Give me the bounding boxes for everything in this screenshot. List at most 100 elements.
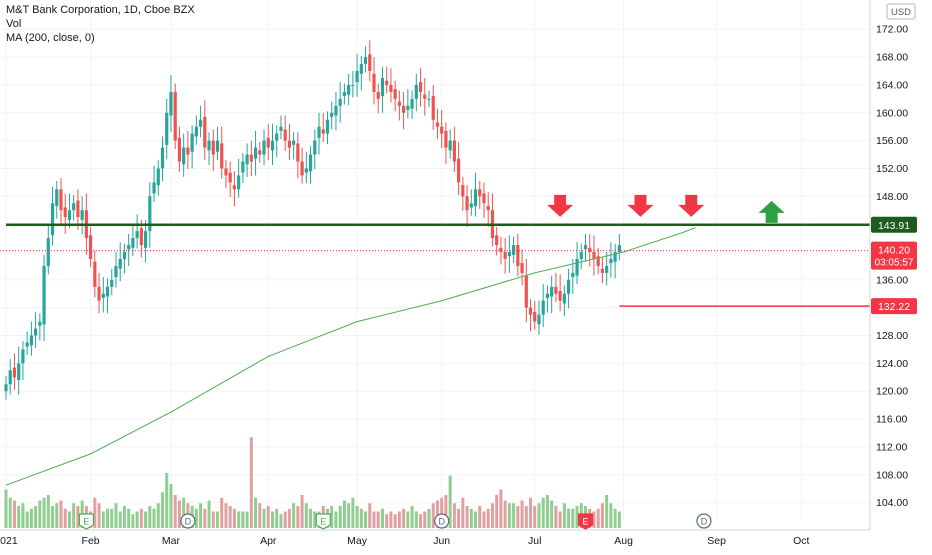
- volume-bar: [266, 506, 270, 528]
- candle-body: [457, 158, 461, 183]
- volume-bar: [529, 497, 533, 528]
- candle-body: [330, 112, 334, 117]
- candle-body: [376, 91, 380, 99]
- candle-body: [338, 98, 342, 106]
- volume-bar: [21, 503, 25, 528]
- candle-body: [423, 94, 427, 99]
- candle-body: [55, 189, 59, 207]
- volume-bar: [156, 503, 160, 528]
- volume-bar: [512, 503, 516, 528]
- candle-body: [524, 275, 528, 308]
- arrow-down-icon[interactable]: [547, 194, 574, 217]
- currency-badge[interactable]: USD: [886, 3, 916, 20]
- y-tick-label: 116.00: [876, 414, 907, 426]
- dividend-marker-icon[interactable]: D: [696, 513, 712, 529]
- last-price-value: 140.20: [878, 245, 910, 257]
- volume-bar: [275, 508, 279, 528]
- candle-body: [8, 370, 12, 385]
- dividend-marker-icon[interactable]: D: [434, 513, 450, 529]
- candle-body: [473, 189, 478, 207]
- currency-badge-box: [886, 3, 916, 20]
- candle-body: [566, 279, 571, 294]
- candle-body: [363, 57, 368, 65]
- y-tick-label: 172.00: [876, 24, 908, 36]
- last-price-countdown: 03:05:57: [875, 258, 914, 269]
- candle-body: [249, 154, 253, 162]
- volume-bar: [537, 503, 541, 528]
- candle-body: [495, 235, 499, 246]
- candle-body: [452, 140, 456, 162]
- volume-bar: [410, 506, 414, 528]
- candle-body: [283, 129, 287, 141]
- price-level-label-box: [871, 298, 917, 315]
- candle-body: [342, 91, 346, 97]
- dividend-marker-icon[interactable]: D: [180, 513, 196, 529]
- candle-body: [93, 261, 97, 287]
- candle-body: [609, 258, 613, 264]
- last-price-label-box: [871, 241, 917, 270]
- candle-body: [380, 77, 385, 97]
- volume-bar: [182, 497, 186, 528]
- candle-body: [550, 286, 554, 297]
- volume-bar: [330, 506, 334, 528]
- volume-bar: [4, 489, 8, 528]
- arrow-down-icon[interactable]: [627, 194, 654, 217]
- candle-body: [258, 150, 262, 155]
- volume-bar: [173, 495, 177, 528]
- earnings-marker-shape: [78, 513, 94, 530]
- volume-bar: [42, 497, 46, 528]
- earnings-marker-icon[interactable]: E: [577, 513, 594, 530]
- candle-body: [512, 245, 516, 255]
- volume-bar: [554, 506, 558, 528]
- volume-bar: [12, 500, 16, 528]
- x-tick-label: Apr: [260, 535, 277, 547]
- volume-bar: [34, 506, 38, 528]
- volume-bar: [203, 508, 207, 528]
- legend-ma[interactable]: MA (200, close, 0): [6, 32, 95, 44]
- arrow-up-icon[interactable]: [758, 200, 785, 223]
- volume-bar: [148, 506, 152, 528]
- volume-bar: [613, 508, 617, 528]
- volume-bar: [29, 508, 33, 528]
- candle-body: [588, 247, 592, 252]
- y-tick-label: 128.00: [876, 330, 908, 342]
- y-tick-label: 108.00: [876, 469, 908, 481]
- volume-bar: [169, 484, 173, 528]
- volume-bar: [503, 500, 507, 528]
- x-tick-label: May: [347, 535, 368, 547]
- volume-bar: [161, 492, 165, 528]
- volume-bar: [232, 508, 236, 528]
- candle-body: [541, 300, 545, 315]
- candle-body: [224, 168, 228, 176]
- y-tick-label: 124.00: [876, 358, 908, 370]
- candle-body: [613, 251, 617, 262]
- dividend-marker-circle: [434, 513, 450, 529]
- volume-bar: [152, 508, 156, 528]
- event-marker-letter: E: [583, 517, 589, 527]
- y-tick-label: 112.00: [876, 441, 907, 453]
- earnings-marker-icon[interactable]: E: [315, 513, 331, 530]
- candle-body: [355, 71, 359, 83]
- volume-bar: [135, 511, 139, 528]
- candle-body: [418, 82, 423, 92]
- volume-bar: [241, 511, 245, 528]
- candle-body: [237, 175, 241, 190]
- candle-body: [503, 251, 507, 259]
- volume-bar: [575, 506, 579, 528]
- candle-body: [317, 126, 321, 138]
- arrow-down-icon[interactable]: [678, 194, 705, 217]
- volume-bar: [139, 508, 143, 528]
- legend-volume[interactable]: Vol: [6, 18, 22, 30]
- earnings-marker-icon[interactable]: E: [78, 513, 94, 530]
- volume-bar: [93, 497, 97, 528]
- price-level-label[interactable]: 143.91: [871, 216, 917, 233]
- candle-body: [110, 279, 114, 287]
- candle-body: [72, 203, 76, 211]
- arrow-down-shape: [678, 194, 705, 217]
- legend-symbol[interactable]: M&T Bank Corporation, 1D, Cboe BZX: [6, 4, 195, 16]
- volume-bar: [423, 511, 427, 528]
- price-level-label[interactable]: 132.22: [871, 298, 917, 315]
- candle-body: [127, 245, 131, 250]
